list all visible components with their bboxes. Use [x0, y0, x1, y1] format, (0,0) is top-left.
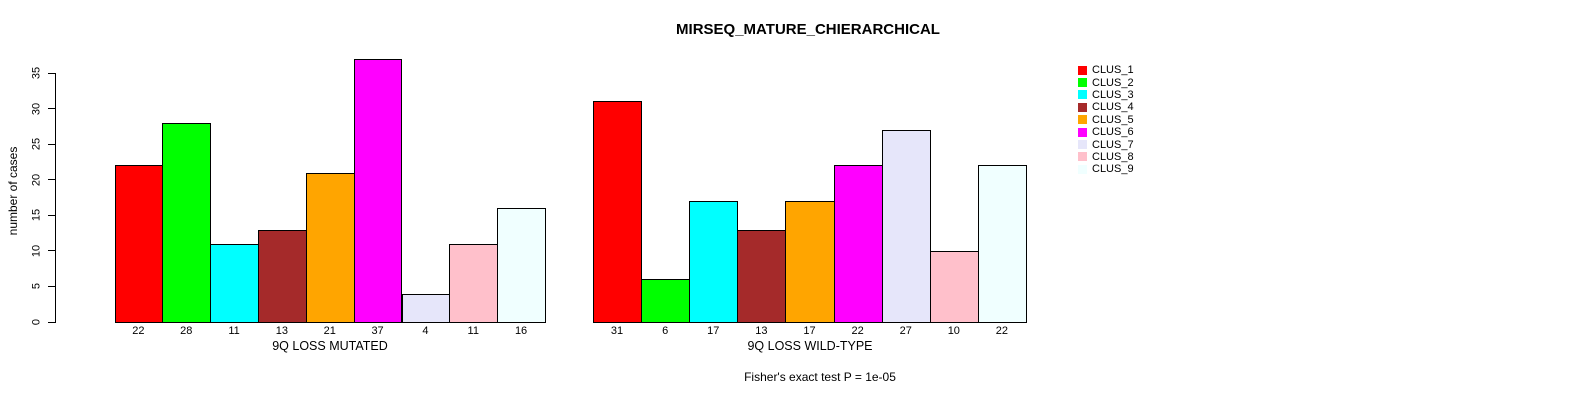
- y-axis-tick-label: 30: [30, 102, 43, 115]
- y-axis-tick-label: 5: [30, 283, 43, 290]
- bar-clus_4: [737, 229, 787, 323]
- legend-item: CLUS_9: [1078, 163, 1134, 175]
- y-axis-tick: [48, 108, 55, 110]
- bar-value-label: 4: [422, 325, 429, 337]
- y-axis-tick: [48, 143, 55, 145]
- legend-item: CLUS_1: [1078, 64, 1134, 76]
- bar-value-label: 11: [467, 325, 479, 337]
- bar-value-label: 17: [707, 325, 720, 337]
- legend-label: CLUS_4: [1092, 101, 1134, 114]
- legend-swatch-icon: [1078, 90, 1087, 100]
- y-axis-tick-label: 20: [30, 173, 43, 186]
- bar-clus_7: [401, 293, 451, 323]
- bar-clus_4: [258, 229, 307, 323]
- y-axis-tick-label: 0: [30, 318, 43, 326]
- legend-swatch-icon: [1078, 140, 1087, 150]
- bar-clus_3: [210, 243, 259, 323]
- y-axis-title: number of cases: [6, 146, 20, 236]
- fisher-test-annotation: Fisher's exact test P = 1e-05: [744, 370, 896, 384]
- bar-value-label: 11: [228, 325, 240, 337]
- bar-value-label: 17: [803, 325, 816, 337]
- legend-swatch-icon: [1078, 115, 1087, 125]
- bar-value-label: 22: [995, 325, 1009, 337]
- legend: CLUS_1 CLUS_2 CLUS_3 CLUS_4 CLUS_5 CLUS_6 CLUS…: [1078, 64, 1134, 176]
- bar-value-label: 6: [662, 325, 669, 337]
- bar-value-label: 13: [755, 325, 768, 337]
- legend-label: CLUS_9: [1092, 163, 1134, 176]
- y-axis-tick: [48, 285, 55, 287]
- legend-swatch-icon: [1078, 152, 1087, 162]
- bar-value-label: 22: [132, 325, 145, 337]
- legend-item: CLUS_3: [1078, 89, 1134, 101]
- x-axis-title-mutated: 9Q LOSS MUTATED: [272, 339, 388, 353]
- bar-clus_3: [689, 201, 739, 323]
- legend-item: CLUS_4: [1078, 101, 1134, 113]
- bar-value-label: 31: [610, 325, 624, 337]
- x-axis-title-wildtype: 9Q LOSS WILD-TYPE: [747, 339, 873, 353]
- bar-clus_7: [881, 129, 931, 323]
- legend-label: CLUS_2: [1092, 76, 1134, 89]
- y-axis-line: [55, 73, 56, 323]
- legend-item: CLUS_8: [1078, 151, 1134, 163]
- bar-clus_2: [641, 279, 691, 323]
- y-axis-tick-label: 35: [30, 66, 43, 80]
- bar-clus_8: [929, 250, 979, 323]
- legend-item: CLUS_7: [1078, 138, 1134, 151]
- bar-clus_9: [977, 165, 1027, 323]
- y-axis-tick: [48, 321, 55, 323]
- bar-value-label: 13: [275, 325, 289, 337]
- legend-label: CLUS_1: [1092, 64, 1134, 77]
- y-axis-tick: [48, 179, 55, 181]
- bar-clus_6: [833, 165, 883, 323]
- y-axis-tick: [48, 214, 55, 216]
- bar-value-label: 21: [323, 325, 336, 337]
- legend-swatch-icon: [1078, 78, 1087, 88]
- bar-clus_8: [449, 243, 499, 323]
- y-axis-tick-label: 15: [30, 209, 43, 222]
- bar-value-label: 16: [514, 325, 528, 337]
- bar-clus_5: [785, 201, 835, 323]
- legend-item: CLUS_2: [1078, 76, 1134, 89]
- y-axis-tick-label: 10: [30, 244, 43, 257]
- legend-label: CLUS_7: [1092, 138, 1134, 151]
- bar-value-label: 27: [899, 325, 912, 337]
- legend-item: CLUS_6: [1078, 126, 1134, 138]
- legend-label: CLUS_3: [1092, 88, 1134, 101]
- legend-swatch-icon: [1078, 102, 1087, 112]
- bar-value-label: 22: [851, 325, 864, 337]
- y-axis-tick: [48, 250, 55, 252]
- legend-swatch-icon: [1078, 65, 1087, 75]
- bar-clus_1: [114, 165, 164, 323]
- bar-value-label: 28: [180, 325, 193, 337]
- y-axis-tick: [48, 72, 55, 74]
- legend-label: CLUS_6: [1092, 126, 1134, 139]
- chart-title: MIRSEQ_MATURE_CHIERARCHICAL: [676, 21, 940, 38]
- bar-value-label: 37: [371, 325, 384, 337]
- bar-clus_2: [162, 122, 212, 323]
- legend-item: CLUS_5: [1078, 114, 1134, 126]
- bar-clus_1: [593, 101, 643, 323]
- bar-clus_5: [305, 172, 355, 323]
- legend-swatch-icon: [1078, 127, 1087, 137]
- bar-clus_6: [353, 58, 403, 323]
- legend-label: CLUS_5: [1092, 113, 1134, 126]
- bar-value-label: 10: [947, 325, 960, 337]
- bar-clus_9: [497, 208, 546, 323]
- y-axis-tick-label: 25: [30, 138, 43, 151]
- legend-swatch-icon: [1078, 164, 1087, 174]
- legend-label: CLUS_8: [1092, 150, 1134, 163]
